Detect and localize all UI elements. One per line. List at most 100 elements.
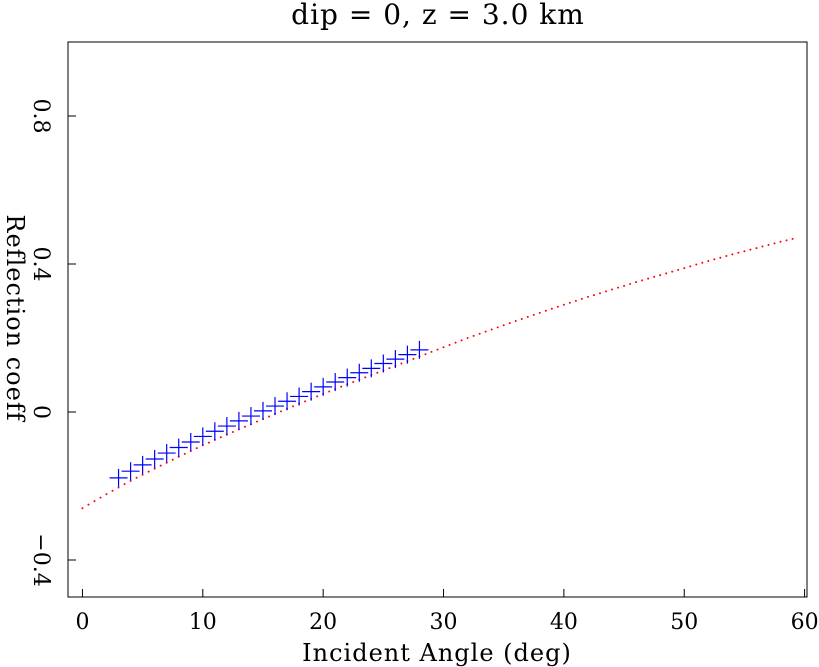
dotted-line-point [779,240,782,243]
dotted-line-point [442,346,445,349]
dotted-line-point [129,479,132,482]
dotted-line-point [328,390,331,393]
dotted-line-point [791,237,794,240]
plus-marker [181,432,200,451]
dotted-line-point [659,274,662,277]
x-tick-label: 40 [550,610,578,635]
dotted-line-point [617,286,620,289]
dotted-line-point [424,353,427,356]
dotted-line-point [183,452,186,455]
plus-marker [193,427,212,446]
dotted-line-point [195,447,198,450]
dotted-line-point [568,301,571,304]
dotted-line-point [219,436,222,439]
dotted-line-point [81,507,84,510]
plus-marker [386,350,405,369]
dotted-line-point [743,250,746,253]
plus-marker [314,377,333,396]
dotted-line-point [701,261,704,264]
plus-marker [362,359,381,378]
plus-marker [169,438,188,457]
dotted-line-point [605,290,608,293]
plus-marker [278,392,297,411]
dotted-line-point [111,489,114,492]
dotted-line-point [255,420,258,423]
dotted-line-point [147,470,150,473]
dotted-line-point [653,275,656,278]
dotted-line-point [352,380,355,383]
dotted-line-point [105,493,108,496]
dotted-line-point [267,415,270,418]
dotted-line-point [538,311,541,314]
plus-marker [217,417,236,436]
dotted-line-point [496,326,499,329]
plus-marker [266,397,285,416]
dotted-line-point [87,503,90,506]
dotted-line-point [466,337,469,339]
dotted-line-point [243,425,246,428]
plus-marker [109,468,128,487]
dotted-series [81,237,794,510]
dotted-line-point [761,245,764,248]
dotted-line-point [280,410,283,413]
plus-marker [326,373,345,392]
dotted-line-point [304,400,307,403]
dotted-line-point [141,473,144,476]
y-tick-label: 0.4 [28,247,53,282]
chart-title: dip = 0, z = 3.0 km [291,0,585,31]
dotted-line-point [514,319,517,322]
dotted-line-point [520,317,523,320]
y-axis-label: Reflection coeff [1,214,29,422]
dotted-line-point [647,277,650,280]
dotted-line-point [436,348,439,351]
dotted-line-point [340,385,343,388]
dotted-line-point [159,464,162,467]
dotted-line-point [641,279,644,282]
dotted-line-point [292,405,295,408]
dotted-line-point [388,367,391,370]
y-tick-label: 0 [28,405,53,419]
plus-marker [398,345,417,364]
dotted-line-point [484,330,487,333]
plot-frame [67,41,808,598]
dotted-line-point [731,253,734,256]
dotted-line-point [532,313,535,316]
x-tick-label: 0 [75,610,89,635]
dotted-line-point [93,500,96,503]
plus-marker [410,340,429,359]
x-axis-ticks: 0 10 20 30 40 50 60 [75,589,819,635]
dotted-line-point [490,328,493,331]
dotted-line-point [430,350,433,353]
x-tick-label: 50 [670,610,698,635]
dotted-line-point [695,263,698,266]
dotted-line-point [502,324,505,327]
dotted-line-point [400,362,403,365]
dotted-line-point [586,295,589,298]
dotted-line-point [671,270,674,273]
dotted-line-point [460,339,463,342]
dotted-line-point [677,268,680,271]
y-tick-label: −0.4 [28,533,53,586]
plus-marker [374,354,393,373]
dotted-line-point [683,267,686,270]
dotted-line-point [448,343,451,346]
plus-marker [253,401,272,420]
dotted-line-point [117,486,120,489]
plus-marker-series [109,340,429,487]
dotted-line-point [364,376,367,379]
plus-marker [133,455,152,474]
dotted-line-point [135,476,138,479]
plot-series [81,237,794,510]
dotted-line-point [713,258,716,261]
dotted-line-point [478,332,481,335]
y-axis-ticks: −0.4 0 0.4 0.8 [28,99,76,587]
y-tick-label: 0.8 [28,99,53,134]
dotted-line-point [580,297,583,300]
plus-marker [350,363,369,382]
dotted-line-point [99,496,102,499]
dotted-line-point [707,260,710,263]
dotted-line-point [562,303,565,306]
dotted-line-point [316,395,319,398]
dotted-line-point [629,282,632,285]
